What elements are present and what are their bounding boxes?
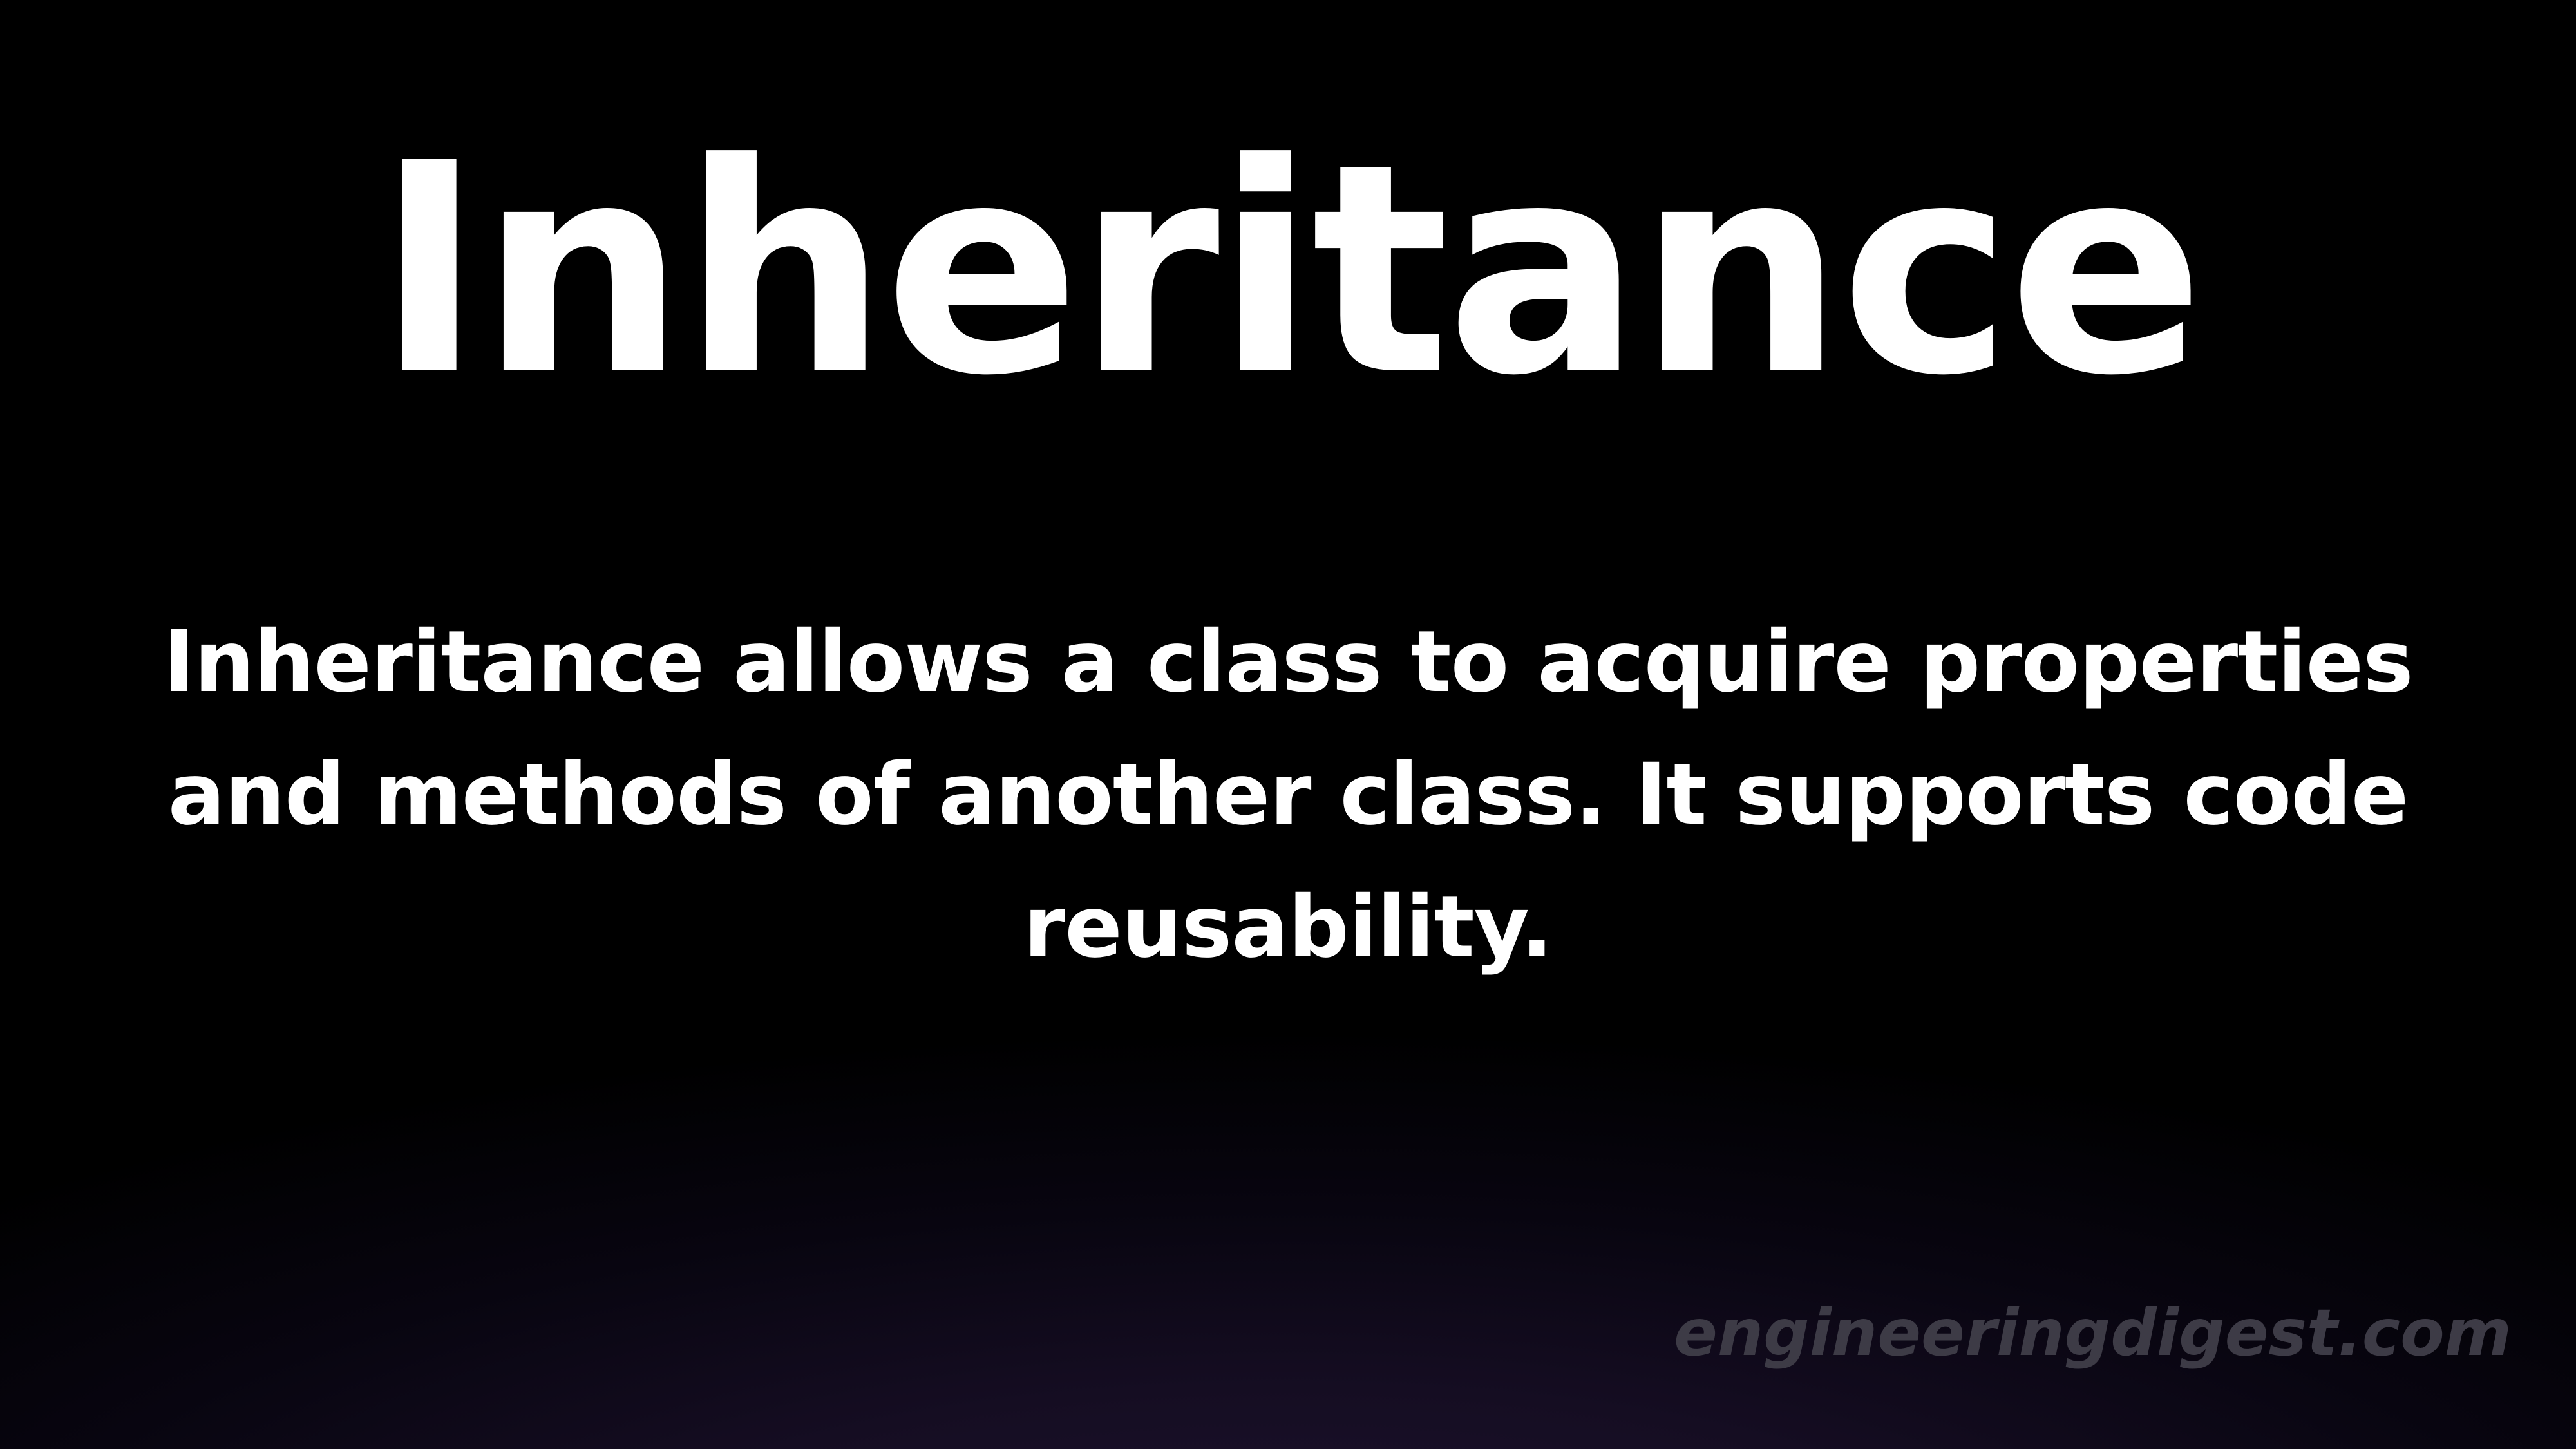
watermark-text: engineeringdigest.com [1674,1295,2512,1370]
slide-title: Inheritance [375,102,2205,439]
slide-description: Inheritance allows a class to acquire pr… [163,612,2413,977]
